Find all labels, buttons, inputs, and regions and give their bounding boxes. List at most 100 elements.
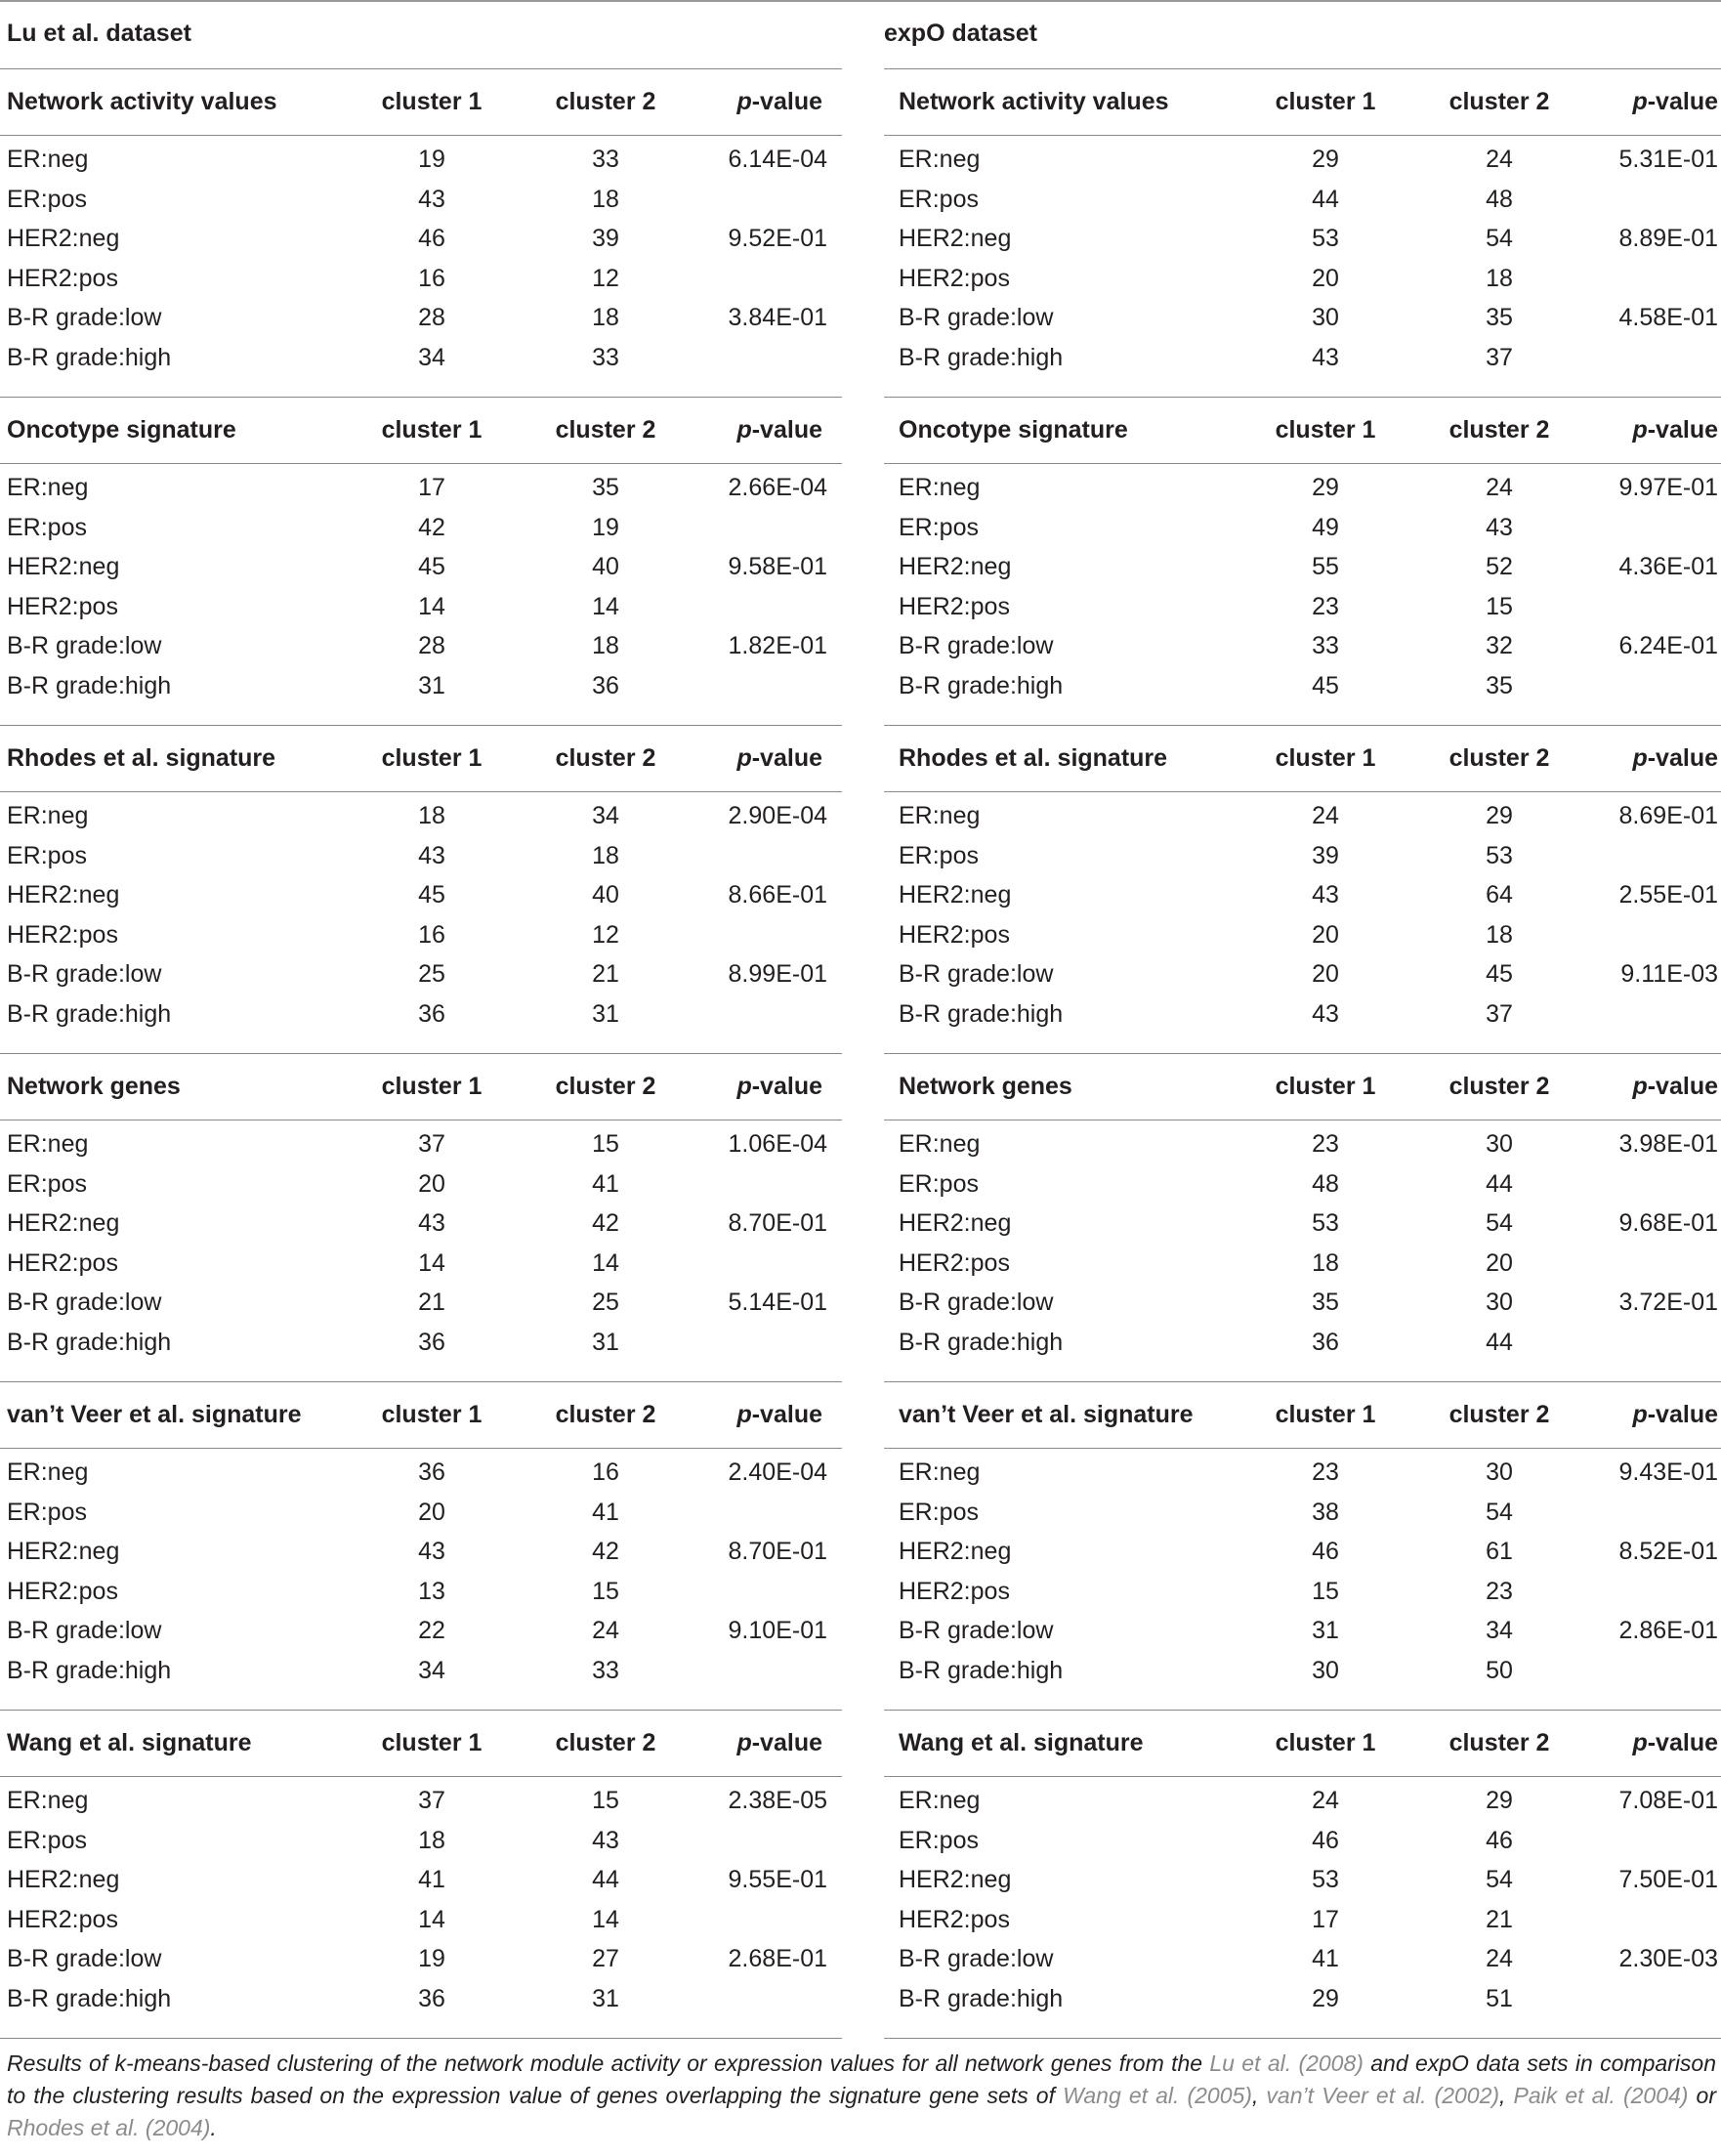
- section-header-row: Rhodes et al. signature cluster 1 cluster …: [884, 726, 1721, 792]
- p-value: 6.24E-01: [1618, 632, 1718, 660]
- row-label: B-R grade:high: [7, 1329, 172, 1356]
- row-label: B-R grade:high: [7, 344, 172, 371]
- reference-link-wang-2005[interactable]: Wang et al. (2005): [1063, 2083, 1252, 2108]
- cluster-2-value: 35: [1486, 672, 1513, 699]
- table-row: HER2:pos 16 12: [0, 915, 842, 954]
- table-row: B-R grade:high 43 37: [884, 994, 1721, 1034]
- table-row: ER:neg 24 29 8.69E-01: [884, 796, 1721, 835]
- table-row: B-R grade:high 36 44: [884, 1323, 1721, 1362]
- reference-link-paik-2004[interactable]: Paik et al. (2004): [1513, 2083, 1689, 2108]
- row-label: ER:pos: [7, 513, 87, 541]
- cluster-2-value: 34: [1486, 1617, 1513, 1645]
- row-label: ER:pos: [7, 185, 87, 213]
- cluster-2-value: 42: [592, 1209, 619, 1238]
- row-label: B-R grade:high: [7, 672, 172, 699]
- table-row: B-R grade:high 34 33: [0, 338, 842, 377]
- column-header-p-value: p-value: [736, 82, 822, 121]
- cluster-1-value: 36: [418, 1458, 445, 1486]
- cluster-2-value: 14: [592, 592, 619, 620]
- section-header-row: Oncotype signature cluster 1 cluster 2 p-va…: [884, 398, 1721, 464]
- cluster-1-value: 46: [1312, 1826, 1339, 1854]
- table-row: HER2:pos 14 14: [0, 587, 842, 626]
- table-row: ER:pos 49 43: [884, 508, 1721, 547]
- table-section: van’t Veer et al. signature cluster 1 clus…: [0, 1382, 842, 1711]
- cluster-1-value: 33: [1312, 632, 1339, 660]
- cluster-2-value: 35: [592, 474, 619, 501]
- row-label: B-R grade:high: [899, 1657, 1064, 1684]
- reference-link-lu-2008[interactable]: Lu et al. (2008): [1209, 2050, 1364, 2076]
- row-label: ER:neg: [7, 146, 89, 173]
- cluster-1-value: 41: [418, 1866, 445, 1894]
- cluster-1-value: 19: [418, 146, 445, 173]
- cluster-2-value: 41: [592, 1169, 619, 1198]
- row-label: B-R grade:low: [899, 632, 1054, 660]
- cluster-2-value: 18: [592, 841, 619, 869]
- cluster-1-value: 20: [1312, 264, 1339, 292]
- row-label: ER:neg: [7, 1458, 89, 1486]
- reference-link-vant-veer-2002[interactable]: van’t Veer et al. (2002): [1266, 2083, 1500, 2108]
- table-row: B-R grade:low 20 45 9.11E-03: [884, 954, 1721, 993]
- p-value: 9.52E-01: [728, 225, 827, 253]
- cluster-1-value: 19: [418, 1945, 445, 1973]
- dataset-title: expO dataset: [884, 20, 1038, 47]
- column-header-cluster-2: cluster 2: [555, 416, 656, 444]
- cluster-2-value: 23: [1486, 1577, 1513, 1605]
- table-row: ER:neg 19 33 6.14E-04: [0, 140, 842, 179]
- row-label: ER:neg: [899, 474, 981, 501]
- row-label: HER2:neg: [7, 225, 120, 253]
- table-row: ER:neg 17 35 2.66E-04: [0, 468, 842, 507]
- cluster-1-value: 36: [418, 1985, 445, 2012]
- cluster-2-value: 52: [1486, 553, 1513, 581]
- cluster-1-value: 13: [418, 1577, 445, 1605]
- cluster-1-value: 18: [418, 802, 445, 829]
- cluster-2-value: 15: [592, 1577, 619, 1605]
- row-label: ER:neg: [899, 802, 981, 829]
- row-label: HER2:pos: [899, 920, 1010, 949]
- cluster-1-value: 53: [1312, 1866, 1339, 1894]
- cluster-2-value: 24: [1486, 474, 1513, 501]
- p-value: 3.98E-01: [1618, 1130, 1718, 1158]
- column-header-cluster-2: cluster 2: [555, 1729, 656, 1756]
- title-rule: [0, 68, 842, 69]
- column-header-cluster-1: cluster 1: [1275, 1401, 1376, 1428]
- cluster-1-value: 20: [1312, 960, 1339, 989]
- row-label: B-R grade:low: [7, 632, 162, 660]
- p-value: 8.66E-01: [728, 881, 827, 909]
- cluster-2-value: 43: [1486, 513, 1513, 541]
- p-value: 8.69E-01: [1618, 802, 1718, 829]
- cluster-2-value: 54: [1486, 225, 1513, 253]
- cluster-1-value: 30: [1312, 1657, 1339, 1684]
- row-label: ER:neg: [7, 1787, 89, 1814]
- cluster-2-value: 14: [592, 1905, 619, 1933]
- cluster-2-value: 30: [1486, 1289, 1513, 1317]
- row-label: B-R grade:low: [899, 960, 1054, 989]
- table-caption: Results of k-means-based clustering of t…: [7, 2048, 1716, 2144]
- table-row: B-R grade:high 45 35: [884, 666, 1721, 705]
- row-label: B-R grade:high: [7, 1985, 172, 2012]
- p-value-italic-p: p: [736, 744, 752, 772]
- row-label: HER2:pos: [7, 264, 118, 292]
- column-header-cluster-1: cluster 1: [1275, 1729, 1376, 1756]
- cluster-1-value: 41: [1312, 1945, 1339, 1973]
- row-label: B-R grade:high: [899, 1985, 1064, 2012]
- row-label: ER:pos: [7, 841, 87, 869]
- cluster-2-value: 44: [1486, 1169, 1513, 1198]
- table-row: HER2:neg 53 54 8.89E-01: [884, 219, 1721, 258]
- column-header-p-value: p-value: [1632, 1395, 1718, 1434]
- table-row: HER2:neg 43 64 2.55E-01: [884, 875, 1721, 914]
- section-title: Network genes: [7, 1073, 181, 1100]
- cluster-2-value: 15: [592, 1130, 619, 1158]
- p-value: 2.66E-04: [728, 474, 827, 501]
- cluster-2-value: 40: [592, 553, 619, 581]
- cluster-1-value: 23: [1312, 1458, 1339, 1486]
- cluster-2-value: 31: [592, 1000, 619, 1028]
- table-row: HER2:neg 45 40 9.58E-01: [0, 547, 842, 586]
- table-section: Network activity values cluster 1 cluster …: [884, 69, 1721, 398]
- reference-link-rhodes-2004[interactable]: Rhodes et al. (2004): [7, 2115, 211, 2140]
- cluster-1-value: 45: [418, 553, 445, 581]
- row-label: ER:neg: [7, 802, 89, 829]
- p-value-italic-p: p: [1632, 88, 1648, 115]
- row-label: ER:pos: [899, 1169, 979, 1198]
- table-row: ER:pos 18 43: [0, 1821, 842, 1860]
- row-label: B-R grade:low: [7, 304, 162, 332]
